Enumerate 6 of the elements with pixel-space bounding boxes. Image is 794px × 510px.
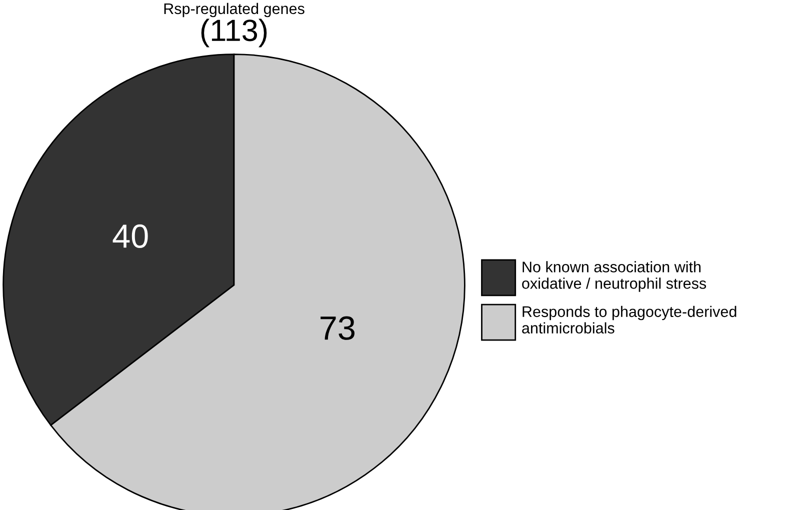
legend-label: Responds to phagocyte-derived antimicrobials [522,306,736,334]
chart-title: Rsp-regulated genes [164,2,304,18]
chart-subtitle: (113) [201,18,267,48]
data-label: 40 [112,224,148,248]
data-label: 73 [320,316,354,340]
legend-label: No known association with oxidative / neutrophil stress [522,261,706,292]
